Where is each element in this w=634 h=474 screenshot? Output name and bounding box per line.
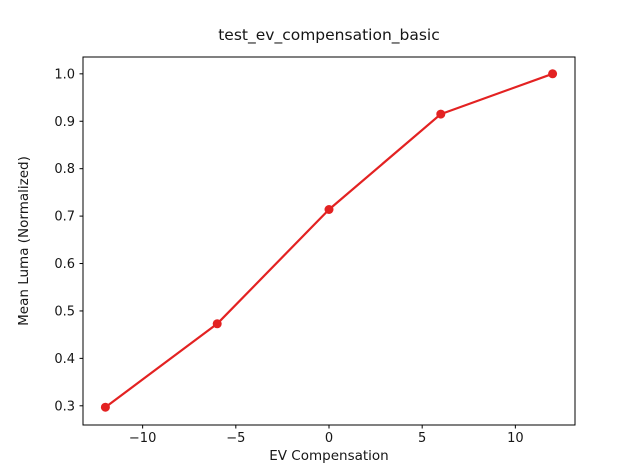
x-tick-label: 10 — [507, 431, 524, 446]
y-tick-label: 1.0 — [54, 67, 75, 82]
y-tick-label: 0.4 — [54, 352, 75, 367]
chart-title: test_ev_compensation_basic — [218, 26, 440, 45]
x-axis-label: EV Compensation — [269, 448, 389, 464]
x-tick-label: 0 — [325, 431, 333, 446]
data-point-marker — [548, 69, 558, 79]
data-point-marker — [212, 319, 222, 329]
x-tick-label: −5 — [226, 431, 245, 446]
x-tick-label: −10 — [129, 431, 156, 446]
y-axis-label: Mean Luma (Normalized) — [16, 156, 32, 326]
data-point-marker — [100, 402, 110, 412]
y-tick-label: 0.3 — [54, 399, 75, 414]
axes-spines — [82, 56, 576, 426]
data-point-marker — [436, 109, 446, 119]
y-tick-label: 0.9 — [54, 115, 75, 130]
x-tick-label: 5 — [418, 431, 426, 446]
x-axis-ticks: −10 −5 0 5 10 — [129, 425, 524, 446]
y-axis-ticks: 0.3 0.4 0.5 0.6 0.7 0.8 0.9 1.0 — [54, 67, 83, 414]
y-tick-label: 0.8 — [54, 162, 75, 177]
y-tick-label: 0.7 — [54, 210, 75, 225]
y-tick-label: 0.6 — [54, 257, 75, 272]
data-series — [100, 69, 558, 412]
y-tick-label: 0.5 — [54, 304, 75, 319]
data-point-marker — [324, 205, 334, 214]
